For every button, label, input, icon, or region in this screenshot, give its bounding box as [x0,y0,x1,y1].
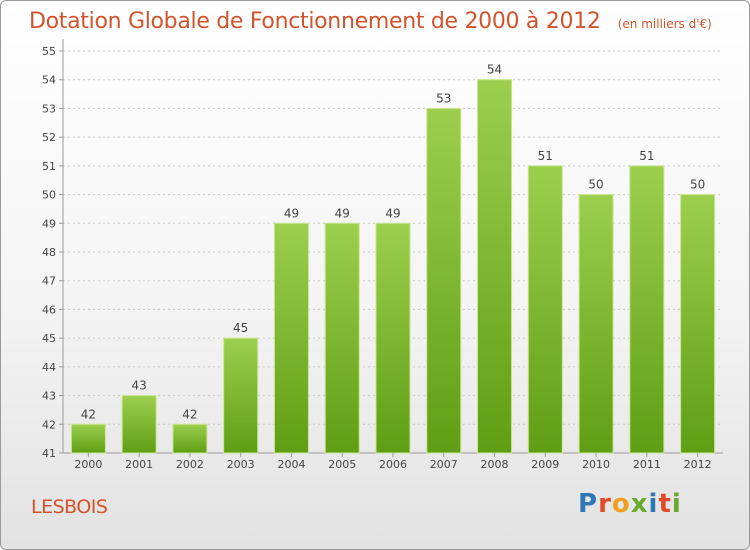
data-label: 50 [588,178,603,192]
bar [375,222,411,454]
commune-name: LESBOIS [31,496,108,518]
bar [324,222,360,454]
data-label: 42 [182,407,197,421]
x-tick-label: 2005 [328,458,356,471]
title-row: Dotation Globale de Fonctionnement de 20… [29,9,712,34]
data-label: 45 [233,321,248,335]
x-tick-label: 2008 [481,458,509,471]
y-tick-label: 43 [42,390,56,403]
chart-title: Dotation Globale de Fonctionnement de 20… [29,9,601,34]
x-tick-label: 2002 [176,458,204,471]
bar-chart: 41 42 43 44 45 46 47 48 49 50 51 52 53 54 55 42 2000 43 20… [42,39,723,471]
data-label: 51 [538,149,553,163]
x-tick-label: 2000 [74,458,102,471]
x-tick-label: 2007 [430,458,458,471]
y-tick-label: 44 [42,361,56,374]
chart-subtitle: (en milliers d'€) [617,17,712,31]
x-tick-label: 2001 [125,458,153,471]
y-tick-label: 52 [42,131,56,144]
data-label: 49 [335,206,350,220]
bar [223,337,259,454]
y-tick-label: 51 [42,160,56,173]
bar [578,194,614,454]
y-tick-label: 49 [42,217,56,230]
x-tick-label: 2004 [277,458,305,471]
bar [70,423,106,454]
y-tick-label: 53 [42,102,56,115]
bar [426,107,462,454]
data-label: 51 [639,149,654,163]
data-label: 50 [690,178,705,192]
x-tick-label: 2012 [684,458,712,471]
data-label: 43 [132,379,147,393]
logo-letter: i [671,489,682,519]
logo-letter: o [611,489,631,519]
y-tick-label: 45 [42,332,56,345]
bar [477,79,513,454]
bar [629,165,665,454]
y-tick-label: 42 [42,418,56,431]
data-label: 42 [81,407,96,421]
bar [273,222,309,454]
y-tick-label: 55 [42,45,56,58]
y-tick-label: 48 [42,246,56,259]
y-tick-label: 50 [42,189,56,202]
x-tick-label: 2009 [531,458,559,471]
logo-letter: r [598,489,612,519]
data-label: 49 [385,206,400,220]
x-tick-label: 2003 [227,458,255,471]
logo-letter: x [630,489,649,519]
y-tick-label: 47 [42,275,56,288]
x-tick-label: 2006 [379,458,407,471]
data-label: 49 [284,206,299,220]
proxiti-logo: Proxiti [578,489,682,519]
x-tick-label: 2011 [633,458,661,471]
logo-letter: t [658,489,672,519]
y-tick-label: 46 [42,303,56,316]
y-tick-label: 54 [42,74,56,87]
logo-letter: P [578,489,599,519]
x-tick-label: 2010 [582,458,610,471]
data-label: 53 [436,91,451,105]
bar [680,194,716,454]
data-label: 54 [487,63,502,77]
y-tick-label: 41 [42,447,56,460]
bar [121,395,157,454]
logo-letter: i [648,489,659,519]
bar [172,423,208,454]
bar [527,165,563,454]
